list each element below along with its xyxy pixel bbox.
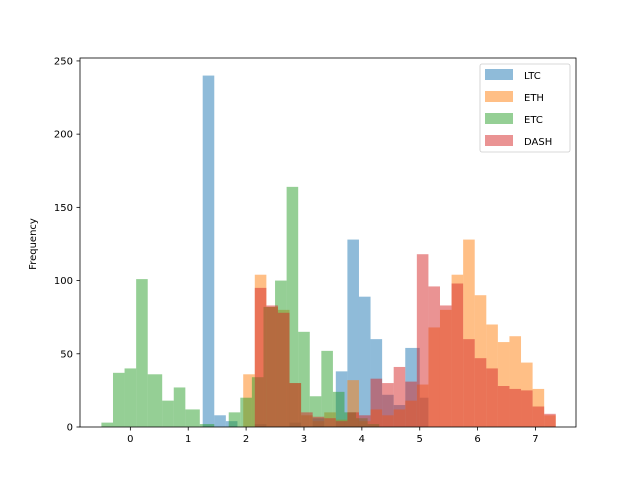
bar-dash <box>405 381 417 427</box>
bar-etc <box>173 387 186 427</box>
bar-eth <box>347 380 359 427</box>
bar-etc <box>286 186 299 427</box>
bar-dash <box>474 358 487 427</box>
bar-etc <box>309 396 322 427</box>
y-tick-label: 150 <box>54 203 73 214</box>
bar-dash <box>509 388 522 427</box>
series-dash <box>254 254 556 427</box>
bar-dash <box>428 286 440 427</box>
bar-etc <box>124 368 137 427</box>
bar-eth <box>463 239 475 427</box>
legend-box <box>479 63 571 153</box>
y-tick-label: 100 <box>54 276 73 287</box>
bar-dash <box>451 283 464 427</box>
x-tick-label: 0 <box>127 434 133 445</box>
legend-swatch-etc <box>485 113 513 124</box>
legend: LTC ETH ETC DASH <box>479 63 571 153</box>
bar-dash <box>301 412 313 427</box>
bar-dash <box>312 416 325 427</box>
x-tick-label: 5 <box>417 434 423 445</box>
bar-dash <box>370 378 383 427</box>
legend-label-eth: ETH <box>524 93 544 104</box>
bar-dash <box>463 339 475 427</box>
bar-ltc <box>358 296 371 427</box>
bar-dash <box>497 386 510 427</box>
bar-etc <box>112 372 125 427</box>
bar-dash <box>439 305 452 427</box>
bar-dash <box>254 287 267 427</box>
bar-etc <box>298 331 310 427</box>
bar-dash <box>532 406 545 427</box>
bar-etc <box>101 422 113 427</box>
bar-etc <box>228 412 241 427</box>
axes-layer: 0 1 2 3 4 5 6 7 0 50 100 150 200 250 <box>54 56 577 445</box>
y-tick-label: 200 <box>54 130 73 141</box>
legend-swatch-eth <box>485 91 513 102</box>
x-tick-label: 7 <box>532 434 538 445</box>
legend-swatch-dash <box>485 135 513 146</box>
bar-dash <box>544 413 556 427</box>
y-tick-label: 250 <box>54 56 73 67</box>
bar-dash <box>347 412 359 427</box>
bar-dash <box>393 366 406 427</box>
bar-dash <box>416 254 429 427</box>
bar-dash <box>382 383 394 427</box>
y-tick-label: 50 <box>60 349 73 360</box>
bar-dash <box>335 421 348 427</box>
bar-dash <box>266 305 278 427</box>
bar-etc <box>147 374 163 427</box>
legend-swatch-ltc <box>485 69 513 80</box>
bar-eth <box>509 336 522 427</box>
x-tick-label: 1 <box>185 434 191 445</box>
legend-label-ltc: LTC <box>524 71 541 82</box>
bar-dash <box>486 368 498 427</box>
legend-label-etc: ETC <box>524 115 543 126</box>
bar-etc <box>240 397 252 427</box>
bar-etc <box>185 409 200 427</box>
y-axis-label: Frequency <box>28 218 39 270</box>
bar-etc <box>136 279 148 427</box>
bar-dash <box>277 312 290 427</box>
x-tick-label: 3 <box>301 434 307 445</box>
bar-eth <box>497 342 510 427</box>
y-tick-label: 0 <box>67 423 73 434</box>
bar-dash <box>521 390 533 427</box>
bar-ltc <box>347 239 359 427</box>
x-tick-label: 2 <box>243 434 249 445</box>
bar-etc <box>332 391 345 427</box>
plot-frame <box>79 57 577 428</box>
bar-dash <box>289 383 302 427</box>
bar-dash <box>358 415 371 427</box>
bar-ltc <box>202 75 215 427</box>
bar-etc <box>321 350 333 427</box>
bar-etc <box>199 424 215 427</box>
legend-label-dash: DASH <box>524 137 552 148</box>
bar-ltc <box>214 415 226 427</box>
x-tick-label: 6 <box>474 434 480 445</box>
bar-dash <box>324 418 336 427</box>
x-tick-label: 4 <box>359 434 365 445</box>
bar-etc <box>162 400 174 427</box>
bars-layer <box>101 75 556 427</box>
